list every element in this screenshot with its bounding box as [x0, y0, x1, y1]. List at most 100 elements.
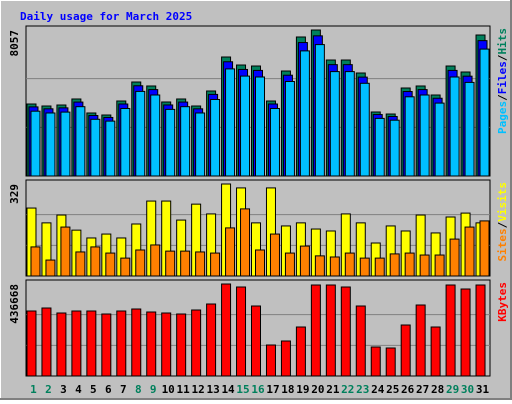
x-tick-label: 20 [311, 383, 324, 396]
bar [359, 257, 370, 277]
bar [464, 226, 475, 277]
bar [434, 102, 445, 177]
bar [310, 284, 321, 377]
bar [284, 252, 295, 277]
bar [385, 347, 396, 377]
bar [329, 71, 340, 177]
bar [265, 344, 276, 377]
x-tick-label: 7 [120, 383, 127, 396]
bar [135, 90, 146, 177]
legend-entry: KBytes [496, 282, 509, 322]
x-tick-label: 16 [251, 383, 265, 396]
x-tick-label: 2 [45, 383, 52, 396]
legend-entry: Files [496, 61, 509, 94]
x-tick-label: 30 [461, 383, 474, 396]
x-tick-label: 17 [266, 383, 279, 396]
legend: Sites/Visits [496, 182, 509, 262]
bar [475, 284, 486, 377]
x-tick-label: 6 [105, 383, 112, 396]
x-tick-label: 18 [281, 383, 294, 396]
bar [90, 118, 101, 177]
bar [449, 238, 460, 277]
x-tick-label: 22 [341, 383, 354, 396]
bar [86, 310, 97, 377]
bar [240, 208, 251, 277]
bar [105, 252, 116, 277]
x-tick-label: 19 [296, 383, 309, 396]
bar [419, 94, 430, 177]
bar [325, 284, 336, 377]
bar [30, 110, 41, 177]
bar [41, 307, 52, 377]
bar [90, 246, 101, 277]
legend-entry: Visits [496, 182, 509, 222]
chart-title: Daily usage for March 2025 [20, 10, 192, 23]
bar [165, 108, 176, 177]
bar [75, 106, 86, 177]
bar [434, 254, 445, 277]
bar [180, 250, 191, 277]
bar [269, 107, 280, 177]
bar [146, 311, 157, 377]
bar [400, 324, 411, 377]
x-tick-label: 28 [431, 383, 444, 396]
bar [176, 313, 187, 377]
x-tick-label: 26 [401, 383, 415, 396]
x-tick-label: 23 [356, 383, 369, 396]
y-tick-label: 8057 [8, 30, 21, 57]
x-tick-label: 31 [476, 383, 490, 396]
x-tick-label: 9 [150, 383, 157, 396]
bar [419, 254, 430, 277]
bar [206, 303, 217, 377]
bar [26, 310, 37, 377]
x-tick-label: 4 [75, 383, 82, 396]
bar [101, 313, 112, 377]
legend: KBytes [496, 282, 509, 322]
bar [191, 309, 202, 377]
bar [225, 227, 236, 277]
bar [120, 257, 131, 277]
bar [195, 251, 206, 277]
bar [269, 233, 280, 277]
bar [430, 326, 441, 377]
bar [359, 82, 370, 177]
bar [30, 246, 41, 277]
bar [299, 245, 310, 277]
bar [295, 326, 306, 377]
bar [280, 340, 291, 377]
bar [460, 288, 471, 377]
bar [415, 304, 426, 377]
bar [236, 286, 247, 377]
bar [56, 312, 67, 377]
legend-separator: / [496, 94, 509, 101]
bar [240, 75, 251, 177]
bar [195, 112, 206, 177]
bar [225, 68, 236, 177]
bar [284, 80, 295, 177]
bar [464, 81, 475, 177]
bar [255, 249, 265, 277]
x-tick-label: 12 [192, 383, 205, 396]
bar [116, 310, 127, 377]
bar [314, 44, 325, 177]
legend-separator: / [496, 54, 509, 61]
x-tick-label: 3 [60, 383, 67, 396]
bar [150, 244, 161, 277]
x-tick-label: 25 [386, 383, 399, 396]
x-tick-label: 29 [446, 383, 459, 396]
bar [45, 112, 56, 177]
bar [314, 255, 325, 277]
bar [120, 107, 131, 177]
bar [105, 120, 116, 177]
bar [445, 284, 456, 377]
bar [340, 286, 351, 377]
bar [389, 253, 400, 277]
bar [161, 312, 172, 377]
bar [210, 98, 221, 177]
x-tick-label: 14 [221, 383, 235, 396]
bar [180, 106, 191, 177]
bar [255, 76, 265, 177]
x-tick-label: 5 [90, 383, 97, 396]
x-tick-label: 21 [326, 383, 340, 396]
